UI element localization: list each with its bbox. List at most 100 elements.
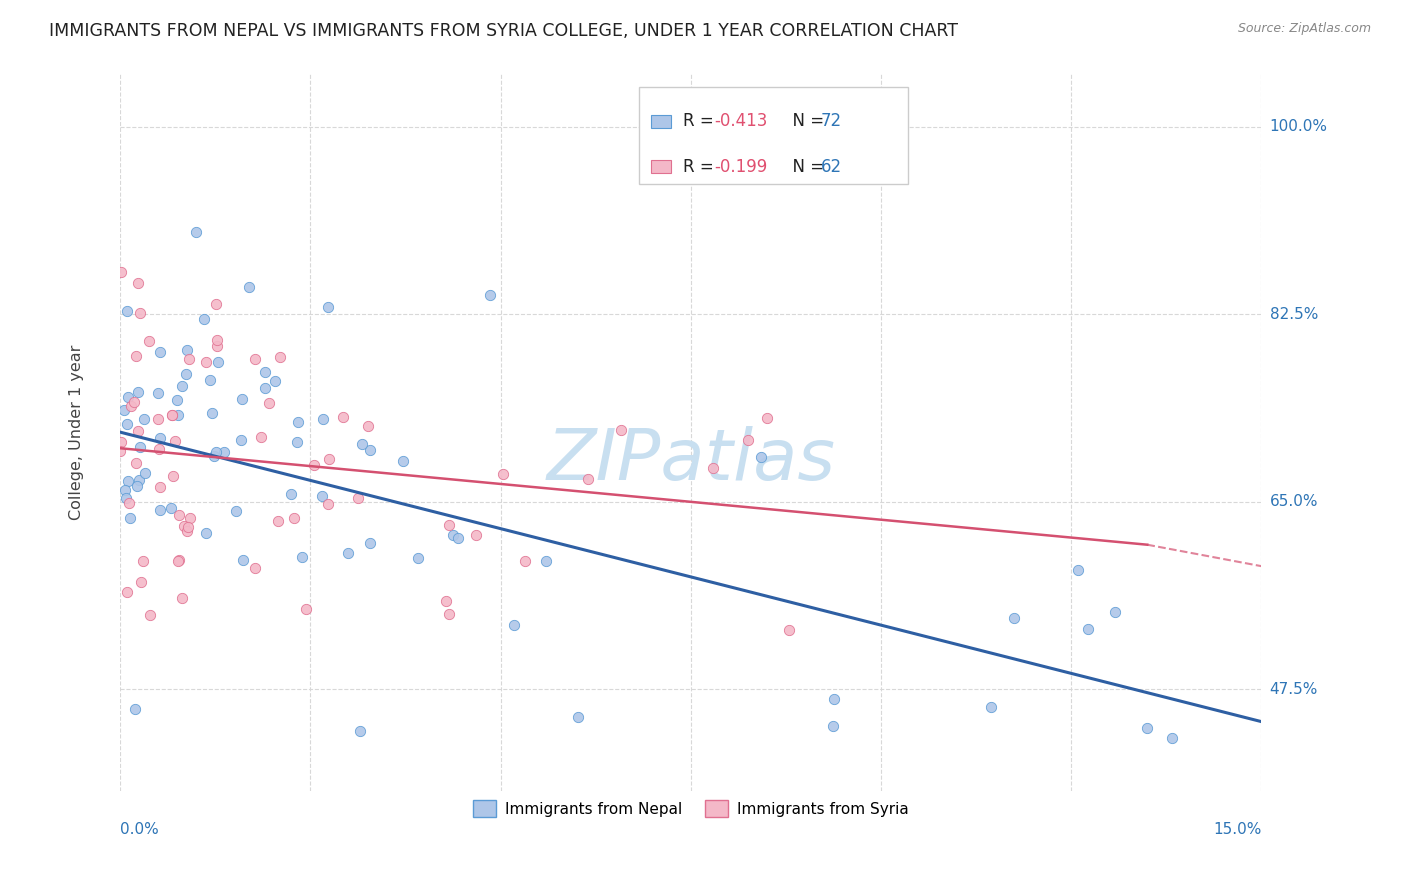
- Point: [347, 491, 370, 505]
- Text: IMMIGRANTS FROM NEPAL VS IMMIGRANTS FROM SYRIA COLLEGE, UNDER 1 YEAR CORRELATION: IMMIGRANTS FROM NEPAL VS IMMIGRANTS FROM…: [49, 22, 959, 40]
- Point: [115, 417, 138, 432]
- Point: [112, 402, 135, 417]
- Point: [129, 440, 152, 454]
- Point: [285, 435, 308, 450]
- Text: -0.199: -0.199: [714, 158, 768, 176]
- Point: [115, 584, 138, 599]
- Point: [434, 593, 457, 607]
- Point: [302, 458, 325, 473]
- Point: [225, 503, 247, 517]
- Point: [166, 554, 188, 568]
- Point: [149, 502, 172, 516]
- Point: [253, 381, 276, 395]
- Text: -0.413: -0.413: [714, 112, 768, 130]
- Point: [478, 288, 501, 302]
- Point: [441, 528, 464, 542]
- Point: [163, 434, 186, 449]
- FancyBboxPatch shape: [640, 87, 908, 185]
- Point: [124, 702, 146, 716]
- Point: [128, 306, 150, 320]
- Point: [207, 339, 229, 353]
- Point: [1161, 731, 1184, 745]
- Point: [253, 365, 276, 379]
- Point: [117, 474, 139, 488]
- Point: [134, 411, 156, 425]
- Point: [243, 561, 266, 575]
- Point: [534, 554, 557, 568]
- Point: [166, 392, 188, 407]
- Point: [1067, 562, 1090, 576]
- Point: [149, 479, 172, 493]
- Text: 0.0%: 0.0%: [120, 822, 159, 837]
- Point: [166, 408, 188, 422]
- Point: [207, 354, 229, 368]
- Point: [311, 489, 333, 503]
- Point: [316, 497, 339, 511]
- Point: [737, 433, 759, 447]
- Text: 82.5%: 82.5%: [1270, 307, 1317, 322]
- Point: [823, 691, 845, 706]
- Point: [114, 483, 136, 498]
- Point: [359, 443, 381, 458]
- Point: [195, 526, 218, 541]
- Point: [125, 349, 148, 363]
- Point: [232, 553, 254, 567]
- Point: [149, 345, 172, 359]
- Point: [170, 378, 193, 392]
- Text: N =: N =: [782, 158, 830, 176]
- Point: [349, 723, 371, 738]
- Point: [138, 334, 160, 349]
- Point: [350, 437, 373, 451]
- Point: [1136, 722, 1159, 736]
- Point: [287, 415, 309, 429]
- Point: [336, 546, 359, 560]
- Point: [749, 450, 772, 464]
- Point: [125, 456, 148, 470]
- Point: [176, 524, 198, 538]
- Point: [174, 367, 197, 381]
- Point: [202, 450, 225, 464]
- Point: [231, 392, 253, 406]
- Point: [245, 351, 267, 366]
- FancyBboxPatch shape: [651, 161, 672, 173]
- Point: [359, 536, 381, 550]
- Text: R =: R =: [683, 158, 718, 176]
- Point: [134, 466, 156, 480]
- Point: [146, 385, 169, 400]
- Point: [127, 425, 149, 439]
- Point: [567, 710, 589, 724]
- Point: [280, 486, 302, 500]
- Point: [148, 442, 170, 456]
- Text: 100.0%: 100.0%: [1270, 120, 1327, 134]
- Point: [502, 618, 524, 632]
- Point: [439, 518, 461, 533]
- Text: N =: N =: [782, 112, 830, 130]
- Text: 62: 62: [821, 158, 842, 176]
- Point: [125, 479, 148, 493]
- Point: [291, 549, 314, 564]
- Point: [778, 623, 800, 637]
- Point: [139, 607, 162, 622]
- Point: [229, 433, 252, 447]
- Point: [149, 431, 172, 445]
- Text: ZIPatlas: ZIPatlas: [547, 426, 835, 495]
- Point: [120, 399, 142, 413]
- Point: [162, 408, 184, 422]
- Point: [312, 411, 335, 425]
- Point: [283, 510, 305, 524]
- Point: [212, 444, 235, 458]
- Point: [167, 553, 190, 567]
- Point: [980, 700, 1002, 714]
- Point: [576, 472, 599, 486]
- Text: 72: 72: [821, 112, 842, 130]
- Point: [127, 384, 149, 399]
- Point: [115, 304, 138, 318]
- Point: [184, 226, 207, 240]
- Point: [118, 496, 141, 510]
- Point: [446, 531, 468, 545]
- Point: [124, 395, 146, 409]
- Point: [295, 602, 318, 616]
- Point: [1104, 605, 1126, 619]
- Point: [176, 343, 198, 357]
- Point: [702, 461, 724, 475]
